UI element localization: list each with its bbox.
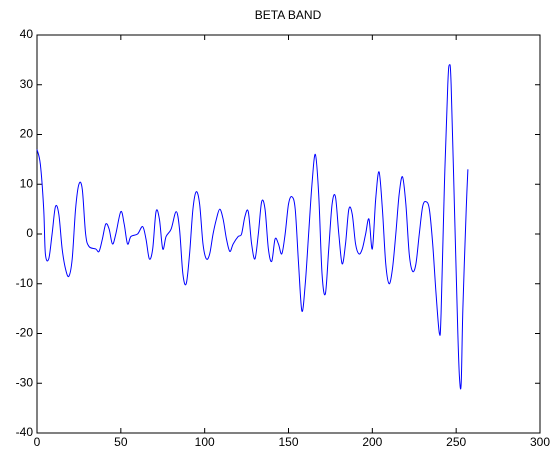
x-tick-label: 100 [195, 435, 215, 449]
plot-frame [36, 34, 541, 434]
y-tick-label: 30 [20, 77, 34, 91]
x-tick-label: 50 [114, 435, 128, 449]
y-tick-label: -10 [16, 276, 34, 290]
x-tick-label: 0 [34, 435, 41, 449]
y-tick-label: -40 [16, 425, 34, 439]
x-tick-label: 250 [446, 435, 466, 449]
x-tick-label: 200 [362, 435, 382, 449]
y-tick-label: 0 [26, 226, 33, 240]
y-tick-label: 20 [20, 127, 34, 141]
y-tick-label: 40 [20, 27, 34, 41]
y-tick-label: -20 [16, 326, 34, 340]
x-tick-label: 300 [530, 435, 550, 449]
chart-title: BETA BAND [255, 8, 322, 22]
series-line [36, 64, 469, 390]
y-tick-label: 10 [20, 176, 34, 190]
y-tick-label: -30 [16, 375, 34, 389]
x-tick-label: 150 [278, 435, 298, 449]
